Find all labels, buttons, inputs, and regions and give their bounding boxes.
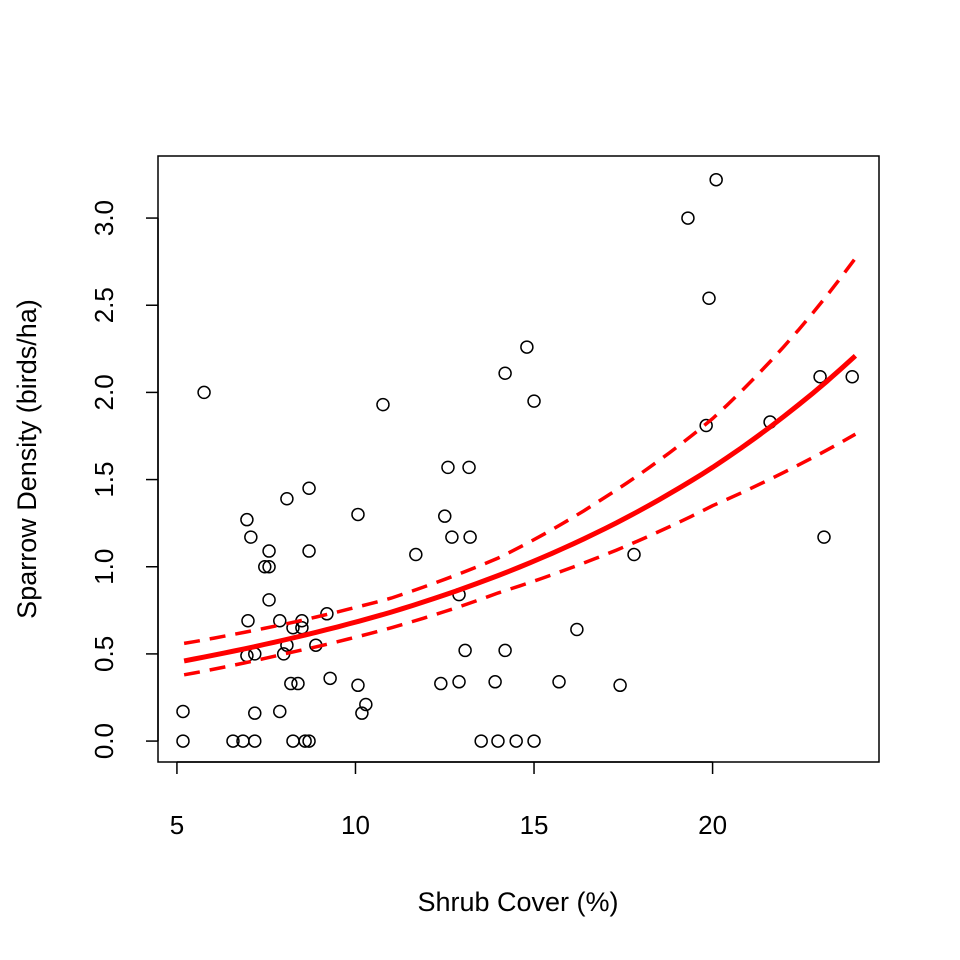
data-point bbox=[226, 734, 240, 748]
data-point bbox=[323, 671, 337, 686]
upper-ci-line bbox=[183, 257, 857, 646]
data-point bbox=[445, 530, 459, 544]
data-point bbox=[458, 643, 472, 658]
data-point bbox=[527, 734, 541, 748]
y-axis-title: Sparrow Density (birds/ha) bbox=[12, 299, 42, 619]
data-point bbox=[286, 734, 300, 748]
y-axis: 0.0 0.5 1.0 1.5 2.0 2.5 3.0 bbox=[89, 200, 159, 759]
data-point bbox=[434, 676, 448, 691]
data-point bbox=[552, 675, 566, 689]
y-tick-label: 2.5 bbox=[89, 287, 119, 323]
x-tick-label: 5 bbox=[170, 810, 184, 840]
data-point bbox=[320, 607, 334, 621]
data-point bbox=[295, 621, 309, 635]
data-point bbox=[240, 512, 254, 527]
data-point bbox=[176, 704, 190, 719]
data-point bbox=[474, 734, 488, 748]
data-point bbox=[302, 734, 316, 748]
x-tick-label: 10 bbox=[341, 810, 370, 840]
data-point bbox=[462, 460, 476, 475]
data-point bbox=[441, 460, 455, 475]
data-point bbox=[452, 675, 466, 689]
data-point bbox=[262, 593, 276, 607]
plot-frame bbox=[157, 155, 880, 763]
y-tick-label: 2.0 bbox=[89, 374, 119, 410]
data-point bbox=[509, 734, 523, 748]
data-point bbox=[845, 369, 859, 384]
x-axis-title: Shrub Cover (%) bbox=[417, 887, 618, 917]
data-point bbox=[520, 340, 534, 354]
data-point bbox=[613, 678, 627, 693]
data-point bbox=[709, 172, 723, 187]
data-point bbox=[302, 481, 316, 496]
data-point bbox=[409, 547, 423, 562]
data-point bbox=[813, 369, 827, 384]
data-point bbox=[176, 734, 190, 748]
data-points bbox=[176, 172, 859, 748]
data-point bbox=[359, 697, 373, 712]
fit-line bbox=[183, 353, 858, 664]
data-point bbox=[284, 676, 298, 691]
x-axis: 5 10 15 20 bbox=[170, 761, 727, 840]
x-tick-label: 20 bbox=[698, 810, 727, 840]
fit-curves bbox=[183, 257, 858, 677]
data-point bbox=[273, 704, 287, 719]
data-point bbox=[248, 734, 262, 748]
data-point bbox=[351, 507, 365, 522]
data-point bbox=[197, 385, 211, 400]
lower-ci-line bbox=[183, 432, 857, 677]
data-point bbox=[627, 547, 641, 562]
data-point bbox=[491, 734, 505, 748]
data-point bbox=[463, 530, 477, 544]
data-point bbox=[699, 418, 713, 433]
data-point bbox=[351, 678, 365, 693]
data-point bbox=[273, 614, 287, 628]
data-point bbox=[241, 614, 255, 628]
data-point bbox=[244, 530, 258, 544]
data-point bbox=[376, 397, 390, 412]
data-point bbox=[291, 676, 305, 691]
y-tick-label: 0.0 bbox=[89, 723, 119, 759]
data-point bbox=[817, 530, 831, 544]
y-tick-label: 1.0 bbox=[89, 549, 119, 585]
x-tick-label: 15 bbox=[520, 810, 549, 840]
y-tick-label: 3.0 bbox=[89, 200, 119, 236]
data-point bbox=[498, 366, 512, 380]
data-point bbox=[298, 734, 312, 748]
data-point bbox=[262, 544, 276, 558]
data-point bbox=[248, 706, 262, 720]
data-point bbox=[498, 643, 512, 658]
data-point bbox=[681, 211, 695, 225]
data-point bbox=[527, 394, 541, 408]
data-point bbox=[702, 291, 716, 306]
data-point bbox=[258, 559, 272, 574]
data-point bbox=[355, 706, 369, 720]
data-point bbox=[438, 509, 452, 523]
data-point bbox=[280, 491, 294, 506]
y-tick-label: 0.5 bbox=[89, 636, 119, 672]
data-point bbox=[262, 559, 276, 574]
data-point bbox=[570, 622, 584, 637]
data-point bbox=[302, 544, 316, 558]
data-point bbox=[488, 675, 502, 689]
y-tick-label: 1.5 bbox=[89, 461, 119, 497]
